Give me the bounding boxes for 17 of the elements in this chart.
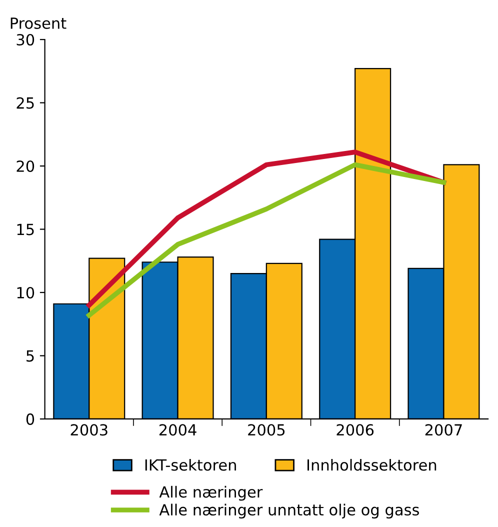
y-axis-title: Prosent: [10, 18, 66, 29]
x-tick-label: 2005: [248, 424, 285, 436]
legend-label: Alle næringer: [159, 486, 263, 501]
x-tick-label: 2003: [70, 424, 108, 436]
x-tick-label: 2004: [159, 424, 196, 436]
y-tick-label: 30: [16, 34, 34, 46]
y-tick-label: 25: [16, 97, 34, 109]
y-tick-label: 0: [26, 413, 34, 425]
legend-label: Innholdssektoren: [308, 458, 436, 471]
legend-label: IKT-sektoren: [145, 458, 236, 471]
y-tick-label: 10: [17, 286, 34, 299]
x-tick-label: 2006: [336, 424, 374, 436]
x-tick-label: 2007: [425, 424, 462, 436]
legend-label: Alle næringer unntatt olje og gass: [159, 504, 419, 519]
y-tick-label: 20: [16, 160, 34, 172]
y-tick-label: 15: [17, 224, 34, 236]
y-tick-label: 5: [26, 350, 34, 362]
